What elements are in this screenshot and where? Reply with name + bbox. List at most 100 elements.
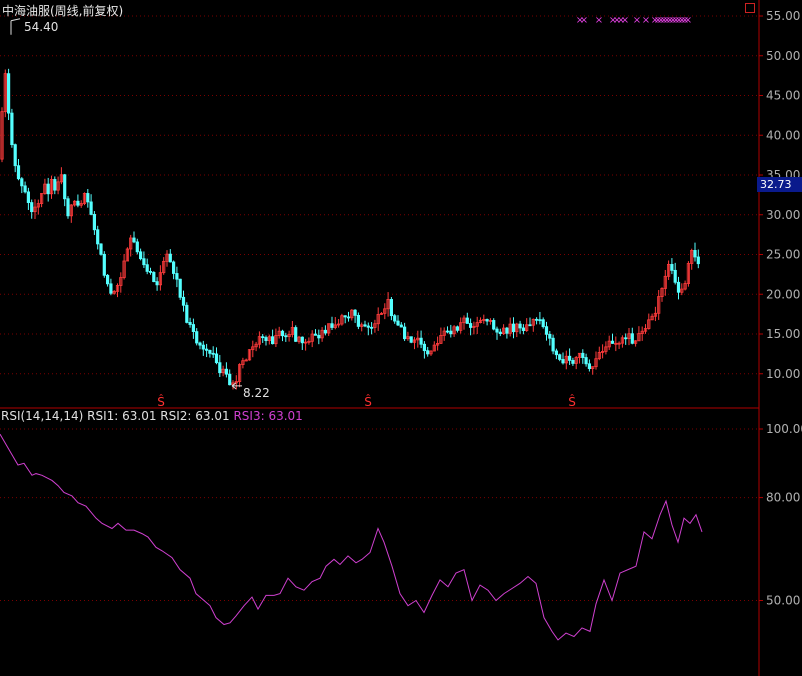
candle-body <box>574 357 578 364</box>
candle-body <box>73 200 77 206</box>
price-tick-label: 50.00 <box>766 49 800 63</box>
candle-body <box>495 328 499 333</box>
candle-body <box>511 323 516 333</box>
buy-signal-x: × <box>617 15 625 26</box>
candle-body <box>0 111 4 160</box>
candle-body <box>16 165 21 180</box>
candle-body <box>647 319 651 329</box>
candle-body <box>59 174 64 183</box>
candle-body <box>307 340 311 343</box>
candle-body <box>330 323 334 328</box>
candle-body <box>119 277 123 286</box>
rsi1-value: RSI1: 63.01 <box>87 409 157 423</box>
candle-body <box>558 354 562 360</box>
candle-body <box>604 346 608 352</box>
window-square-icon[interactable] <box>745 3 755 13</box>
candle-body <box>201 344 205 350</box>
candle-body <box>43 183 47 194</box>
candle-body <box>396 320 400 326</box>
candle-body <box>399 324 403 328</box>
candle-body <box>148 270 153 273</box>
candle-body <box>30 202 34 213</box>
price-tick-label: 15.00 <box>766 327 800 341</box>
candle-body <box>310 333 314 342</box>
candle-body <box>20 178 24 187</box>
candle-body <box>601 350 605 353</box>
candle-body <box>488 320 493 322</box>
candle-body <box>204 348 209 351</box>
candle-body <box>379 312 384 315</box>
candle-body <box>270 336 275 345</box>
rsi-tick-label: 100.00 <box>766 422 802 436</box>
candle-body <box>336 323 341 326</box>
candle-body <box>290 327 295 335</box>
buy-signal-x: × <box>675 15 683 26</box>
candle-body <box>294 327 298 342</box>
candle-body <box>369 326 374 329</box>
candle-body <box>554 350 559 356</box>
candle-body <box>657 296 661 314</box>
candle-body <box>214 353 219 364</box>
candle-body <box>690 250 694 264</box>
candle-body <box>452 326 456 335</box>
price-tick-label: 25.00 <box>766 248 800 262</box>
candle-body <box>660 288 664 297</box>
candle-body <box>343 315 347 318</box>
candle-body <box>165 253 169 262</box>
candle-body <box>247 349 252 361</box>
signal-s-mark: Ŝ <box>568 394 576 409</box>
candle-body <box>386 299 390 310</box>
candle-body <box>26 191 31 203</box>
candle-body <box>191 324 195 333</box>
candle-body <box>218 362 222 374</box>
candle-body <box>416 337 420 341</box>
candle-body <box>13 144 17 167</box>
min-price-annotation: 8.22 <box>243 386 270 400</box>
signal-marks: ×× × ×××× × × ××××××××××××Ŝ Ŝ Ŝ <box>157 15 692 409</box>
candle-body <box>492 320 496 330</box>
candle-body <box>152 272 156 283</box>
candle-body <box>69 204 73 217</box>
candle-body <box>412 339 417 343</box>
candle-body <box>313 333 318 336</box>
candle-body <box>653 312 658 317</box>
candle-body <box>142 258 146 266</box>
candle-body <box>106 274 110 285</box>
candle-body <box>320 329 324 339</box>
candle-body <box>673 269 677 283</box>
candle-body <box>76 200 80 206</box>
price-tick-label: 45.00 <box>766 89 800 103</box>
candle-body <box>422 343 427 352</box>
grid-lines <box>0 15 759 601</box>
candle-body <box>323 329 328 334</box>
candle-body <box>696 256 700 265</box>
candle-body <box>168 253 172 263</box>
buy-signal-x: × <box>669 15 677 26</box>
candle-body <box>36 203 40 208</box>
candle-body <box>10 112 14 146</box>
candle-body <box>508 323 512 334</box>
candle-body <box>525 324 529 331</box>
candle-body <box>459 322 463 331</box>
candle-body <box>584 357 588 365</box>
max-price-annotation: 54.40 <box>24 20 59 34</box>
candle-body <box>478 319 483 323</box>
candle-body <box>7 73 11 114</box>
candle-body <box>86 193 90 203</box>
candle-body <box>548 333 552 339</box>
candle-body <box>155 281 159 286</box>
rsi-legend: RSI(14,14,14) RSI1: 63.01 RSI2: 63.01 RS… <box>1 409 303 423</box>
candle-body <box>531 318 535 326</box>
candle-body <box>624 337 628 340</box>
price-tick-label: 20.00 <box>766 287 800 301</box>
candle-body <box>406 336 410 340</box>
candle-body <box>538 319 542 322</box>
candle-body <box>363 324 367 327</box>
max-price-pointer <box>10 18 21 35</box>
candle-body <box>346 316 351 319</box>
buy-signal-x: × <box>684 15 692 26</box>
candle-body <box>181 296 186 306</box>
candle-body <box>356 314 361 327</box>
